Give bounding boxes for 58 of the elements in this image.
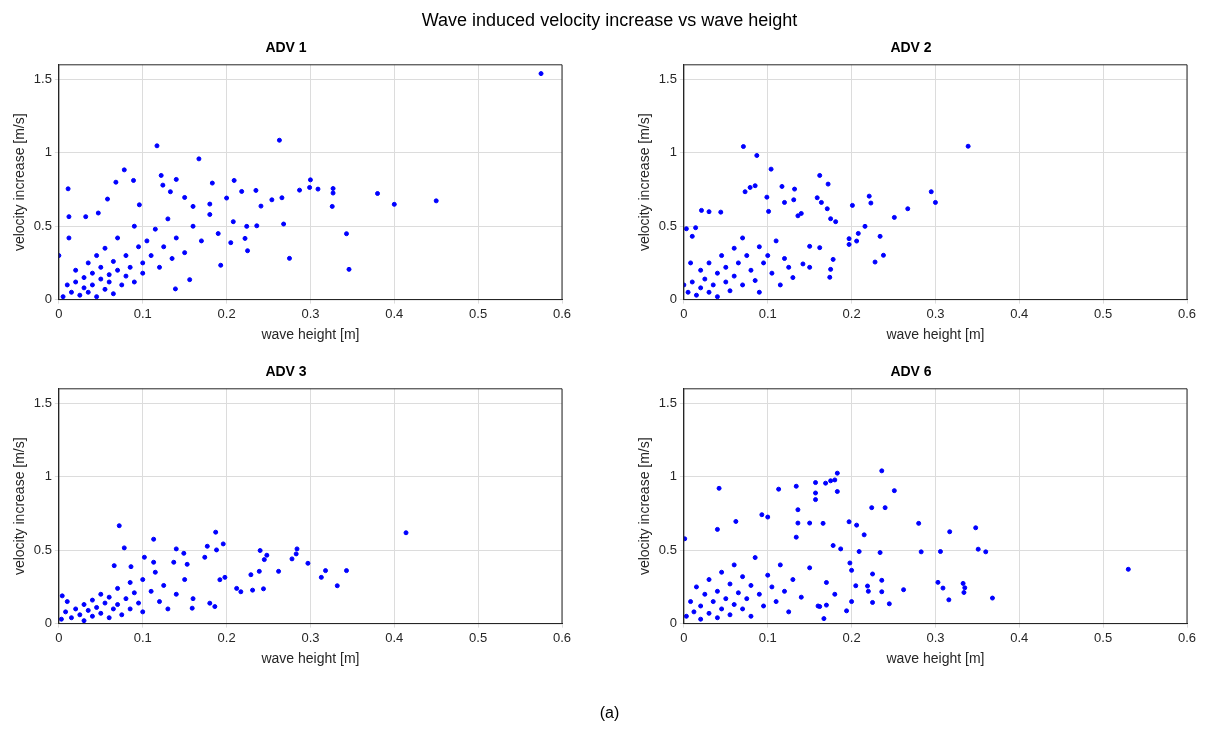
- x-tick-label: 0: [55, 629, 63, 645]
- x-axis-title: wave height [m]: [885, 326, 985, 343]
- x-tick-label: 0.1: [133, 629, 152, 645]
- y-tick-label: 0.5: [658, 217, 677, 233]
- y-tick-label: 0.5: [33, 541, 52, 557]
- x-tick-label: 0: [680, 629, 688, 645]
- y-tick-label: 1: [44, 468, 52, 484]
- text: (a): [598, 704, 621, 722]
- y-tick-label: 1.5: [33, 71, 52, 87]
- x-axis-title: wave height [m]: [260, 650, 360, 667]
- x-tick-label: 0.5: [469, 629, 488, 645]
- chart-title: ADV 1: [265, 39, 307, 56]
- x-tick-label: 0.1: [133, 305, 152, 321]
- x-tick-label: 0.4: [1010, 305, 1029, 321]
- y-tick-label: 1: [669, 144, 677, 160]
- y-tick-label: 1.5: [33, 395, 52, 411]
- x-tick-label: 0.2: [217, 305, 236, 321]
- x-tick-label: 0: [55, 305, 63, 321]
- y-axis-title: velocity increase [m/s]: [636, 113, 653, 252]
- x-tick-label: 0.3: [301, 305, 320, 321]
- x-tick-label: 0.2: [842, 305, 861, 321]
- y-tick-label: 0: [669, 291, 677, 307]
- x-tick-label: 0.6: [1177, 629, 1197, 645]
- y-tick-label: 0: [44, 615, 52, 631]
- x-tick-label: 0.4: [1010, 629, 1029, 645]
- y-tick-label: 1: [669, 468, 677, 484]
- x-tick-label: 0.6: [552, 629, 572, 645]
- y-tick-label: 0.5: [33, 217, 52, 233]
- chart-title: ADV 2: [890, 39, 932, 56]
- y-tick-label: 0.5: [658, 541, 677, 557]
- x-axis-title: wave height [m]: [885, 650, 985, 667]
- x-tick-label: 0.5: [1094, 629, 1113, 645]
- x-tick-label: 0.3: [926, 629, 945, 645]
- y-tick-label: 1: [44, 144, 52, 160]
- y-tick-label: 1.5: [658, 395, 677, 411]
- x-tick-label: 0.2: [217, 629, 236, 645]
- y-axis-title: velocity increase [m/s]: [11, 113, 28, 252]
- x-axis-title: wave height [m]: [260, 326, 360, 343]
- x-tick-label: 0.5: [1094, 305, 1113, 321]
- x-tick-label: 0.4: [385, 305, 404, 321]
- y-tick-label: 0: [669, 615, 677, 631]
- x-tick-label: 0.3: [301, 629, 320, 645]
- chart-title: ADV 6: [890, 363, 932, 380]
- x-tick-label: 0.1: [758, 305, 777, 321]
- y-tick-label: 0: [44, 291, 52, 307]
- x-tick-label: 0.6: [552, 305, 572, 321]
- chart-title: ADV 3: [265, 363, 307, 380]
- y-axis-title: velocity increase [m/s]: [11, 437, 28, 576]
- x-tick-label: 0: [680, 305, 688, 321]
- x-tick-label: 0.6: [1177, 305, 1197, 321]
- x-tick-label: 0.1: [758, 629, 777, 645]
- x-tick-label: 0.3: [926, 305, 945, 321]
- x-tick-label: 0.4: [385, 629, 404, 645]
- y-axis-title: velocity increase [m/s]: [636, 437, 653, 576]
- text: Wave induced velocity increase vs wave height: [420, 10, 799, 31]
- x-tick-label: 0.5: [469, 305, 488, 321]
- y-tick-label: 1.5: [658, 71, 677, 87]
- x-tick-label: 0.2: [842, 629, 861, 645]
